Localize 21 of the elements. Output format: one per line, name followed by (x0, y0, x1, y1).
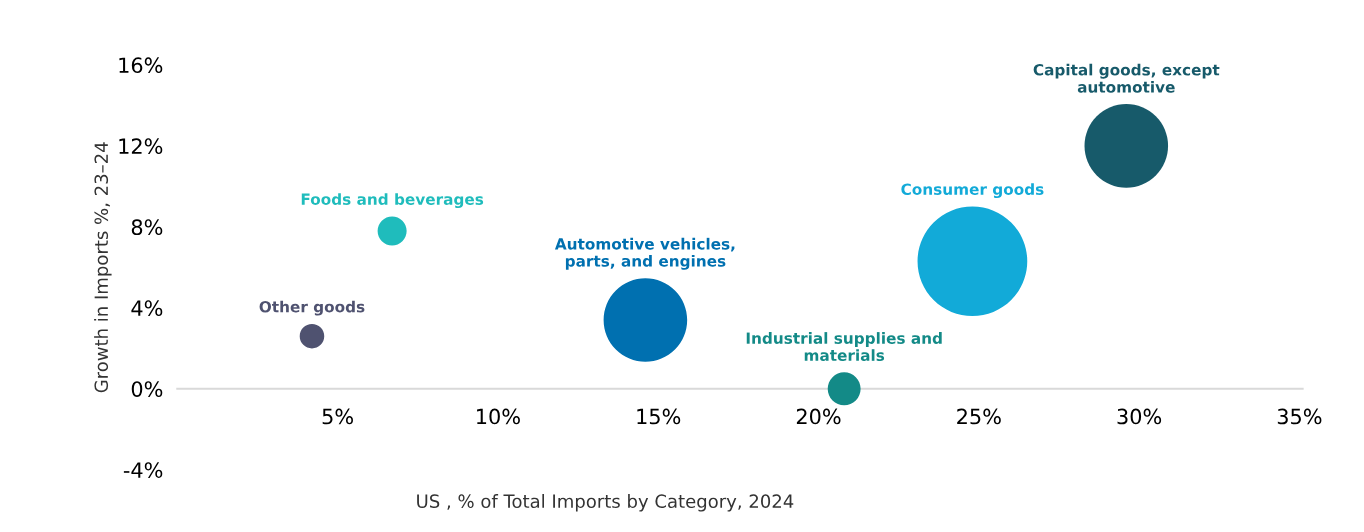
x-tick-label: 10% (477, 408, 520, 425)
series-label: Consumer goods (901, 183, 1044, 199)
y-tick-label: 4% (131, 300, 163, 317)
series-label: Automotive vehicles, parts, and engines (554, 237, 735, 270)
x-tick-label: 15% (637, 408, 681, 425)
series-label: Other goods (259, 300, 365, 316)
y-axis-title: Growth in Imports %, 23–24 (94, 142, 112, 393)
series-label: Industrial supplies and materials (746, 332, 942, 362)
x-tick-label: 35% (1277, 408, 1322, 425)
x-tick-label: 20% (796, 408, 841, 425)
x-tick-label: 5% (322, 408, 353, 425)
x-tick-label: 25% (957, 408, 1001, 425)
x-axis-title: US , % of Total Imports by Category, 2024 (417, 494, 794, 512)
y-tick-label: -4% (123, 462, 163, 478)
y-tick-label: 16% (119, 57, 163, 74)
x-tick-label: 30% (1117, 408, 1162, 425)
y-tick-label: 12% (119, 138, 163, 155)
y-tick-label: 8% (131, 219, 163, 236)
series-label: Capital goods, except automotive (1033, 63, 1220, 93)
y-tick-label: 0% (131, 381, 163, 397)
series-label: Foods and beverages (301, 193, 484, 209)
